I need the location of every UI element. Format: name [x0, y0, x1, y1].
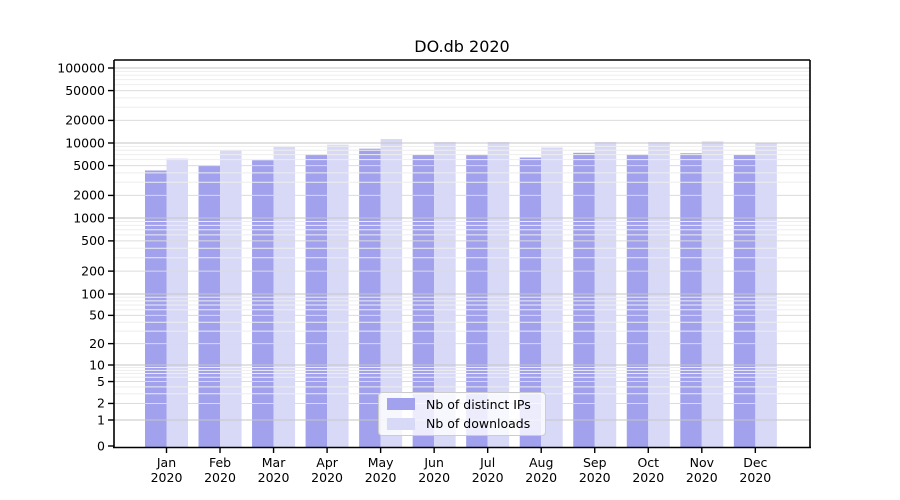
y-tick-label: 100 [81, 286, 105, 301]
bar-distinct-ips-nov [680, 153, 702, 447]
x-tick-label-month: Nov [690, 455, 715, 470]
x-tick-label-year: 2020 [204, 470, 236, 485]
y-tick-label: 1 [97, 412, 105, 427]
legend-swatch-downloads [387, 417, 415, 430]
spines-group [113, 59, 811, 449]
x-tick-label-year: 2020 [525, 470, 557, 485]
bar-distinct-ips-jan [145, 170, 167, 447]
y-tick-label: 0 [97, 438, 105, 453]
bar-distinct-ips-feb [198, 165, 221, 447]
y-tick-label: 5 [97, 374, 105, 389]
x-tick-label-year: 2020 [472, 470, 504, 485]
x-tick-label-month: Apr [316, 455, 338, 470]
y-tick-label: 2 [97, 396, 105, 411]
bar-downloads-sep [594, 142, 617, 447]
y-axis-group: 0 12 5 10 20 50 100 200 500 1000 2000 5000 10000 2000… [57, 60, 114, 453]
grid-group [114, 67, 810, 421]
y-tick-label: 20000 [65, 113, 105, 128]
x-tick-label-year: 2020 [151, 470, 183, 485]
legend-item-downloads: Nb of downloads [387, 415, 545, 432]
x-tick-label-month: Jun [423, 455, 444, 470]
x-tick-label-year: 2020 [311, 470, 343, 485]
x-tick-label-month: Mar [262, 455, 286, 470]
x-tick-label-month: May [368, 455, 394, 470]
bar-downloads-feb [220, 150, 242, 447]
y-tick-label: 200 [81, 263, 105, 278]
bar-downloads-dec [755, 143, 777, 447]
bar-downloads-apr [327, 144, 349, 448]
chart-title: DO.db 2020 [414, 37, 510, 56]
bar-distinct-ips-sep [573, 152, 595, 447]
x-tick-label-year: 2020 [418, 470, 450, 485]
x-tick-label-month: Feb [209, 455, 231, 470]
x-tick-label-month: Dec [743, 455, 767, 470]
x-tick-label-month: Sep [583, 455, 607, 470]
legend-label-distinct-ips: Nb of distinct IPs [426, 396, 531, 412]
x-tick-label-year: 2020 [739, 470, 771, 485]
x-tick-label-month: Oct [637, 455, 659, 470]
y-tick-label: 50 [89, 308, 105, 323]
y-tick-label: 50000 [65, 83, 105, 98]
y-tick-label: 2000 [73, 188, 105, 203]
y-tick-label: 500 [81, 233, 105, 248]
bar-downloads-jan [166, 158, 188, 447]
x-tick-label-year: 2020 [579, 470, 611, 485]
legend-swatch-distinct-ips [387, 398, 415, 411]
y-tick-label: 1000 [73, 210, 105, 225]
y-tick-label: 10000 [65, 135, 105, 150]
x-tick-label-year: 2020 [258, 470, 290, 485]
x-tick-label-month: Aug [529, 455, 553, 470]
x-tick-label-year: 2020 [686, 470, 718, 485]
x-tick-label-year: 2020 [632, 470, 664, 485]
bar-downloads-oct [648, 142, 670, 447]
x-tick-label-month: Jul [479, 455, 495, 470]
legend: Nb of distinct IPs Nb of downloads [378, 392, 546, 436]
y-tick-label: 20 [89, 336, 105, 351]
y-tick-label: 10 [89, 357, 105, 372]
bar-distinct-ips-mar [252, 160, 274, 447]
bar-distinct-ips-may [359, 148, 381, 447]
legend-item-distinct-ips: Nb of distinct IPs [387, 396, 545, 413]
legend-label-downloads: Nb of downloads [426, 416, 531, 432]
y-tick-label: 100000 [57, 60, 105, 75]
x-tick-label-year: 2020 [365, 470, 397, 485]
y-tick-label: 5000 [73, 158, 105, 173]
x-tick-label-month: Jan [156, 455, 176, 470]
x-axis-group: Jan2020Feb2020Mar2020Apr2020May2020Jun20… [151, 447, 771, 485]
